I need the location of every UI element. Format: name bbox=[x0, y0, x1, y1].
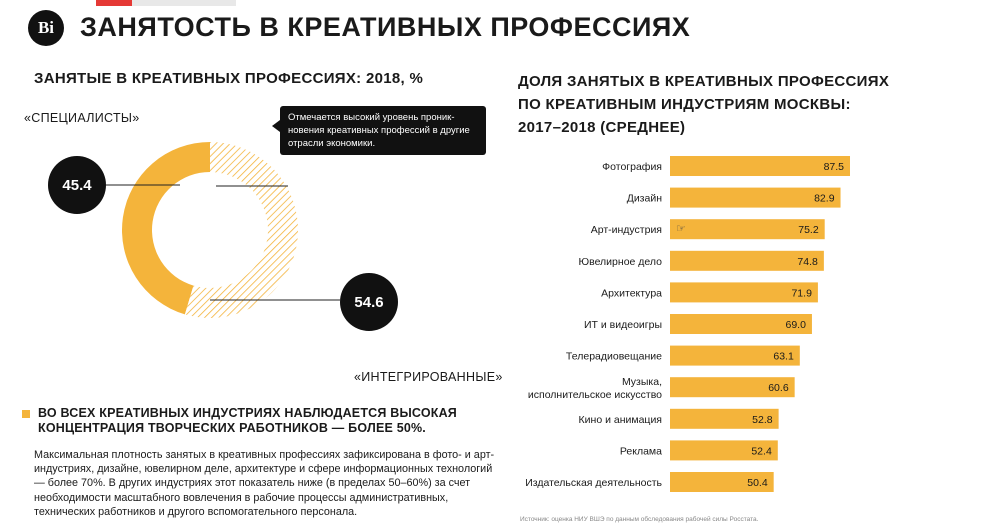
bar-category-label: Музыка, исполнительское искусство bbox=[528, 376, 662, 401]
body-paragraph: Максимальная плотность занятых в креатив… bbox=[34, 449, 495, 518]
tab-accent bbox=[96, 0, 132, 6]
bar-chart-title-line: 2017–2018 (СРЕДНЕЕ) bbox=[518, 119, 686, 136]
mouse-cursor-icon: ☞ bbox=[676, 223, 686, 235]
bar bbox=[670, 219, 825, 240]
bar bbox=[670, 314, 812, 334]
bar-value-label: 71.9 bbox=[791, 287, 812, 299]
bar bbox=[670, 282, 818, 303]
slice-value-integrated: 54.6 bbox=[340, 273, 398, 331]
bar-chart-title: ДОЛЯ ЗАНЯТЫХ В КРЕАТИВНЫХ ПРОФЕССИЯХ ПО … bbox=[518, 70, 889, 139]
bar-category-label: Издательская деятельность bbox=[525, 477, 662, 489]
bar-chart-title-line: ДОЛЯ ЗАНЯТЫХ В КРЕАТИВНЫХ ПРОФЕССИЯХ bbox=[518, 73, 890, 90]
bar bbox=[670, 250, 824, 271]
bar-value-label: 87.5 bbox=[824, 161, 845, 173]
bar-chart-title-line: ПО КРЕАТИВНЫМ ИНДУСТРИЯМ МОСКВЫ: bbox=[518, 96, 851, 113]
donut-chart-title: ЗАНЯТЫЕ В КРЕАТИВНЫХ ПРОФЕССИЯХ: 2018, % bbox=[34, 70, 424, 87]
bar-category-label: Реклама bbox=[620, 445, 662, 457]
bar-category-label: Ювелирное дело bbox=[579, 256, 663, 268]
bar-category-label: ИТ и видеоигры bbox=[584, 319, 662, 331]
bar-category-label: Арт-индустрия bbox=[591, 224, 662, 236]
bar-category-label: Дизайн bbox=[627, 193, 662, 205]
bar-category-label: Фотография bbox=[602, 161, 662, 173]
bar bbox=[670, 156, 850, 176]
highlight-text: ВО ВСЕХ КРЕАТИВНЫХ ИНДУСТРИЯХ НАБЛЮДАЕТС… bbox=[38, 406, 457, 435]
hse-logo: Ві bbox=[28, 10, 64, 46]
slice-label-integrated: «ИНТЕГРИРОВАННЫЕ» bbox=[354, 370, 503, 384]
bar bbox=[670, 440, 778, 461]
bar-value-label: 50.4 bbox=[747, 477, 768, 489]
bar-value-label: 82.9 bbox=[814, 193, 835, 205]
bar-category-label: Архитектура bbox=[601, 287, 662, 299]
slice-value-specialists: 45.4 bbox=[48, 156, 106, 214]
bar-value-label: 75.2 bbox=[798, 224, 819, 236]
source-note: Источник: оценка НИУ ВШЭ по данным обсле… bbox=[520, 516, 759, 523]
bar-value-label: 52.4 bbox=[751, 445, 772, 457]
bar bbox=[670, 472, 774, 492]
callout-note: Отмечается высокий уровень проник-новени… bbox=[272, 106, 486, 155]
bar-value-label: 52.8 bbox=[752, 414, 773, 426]
bar-value-label: 74.8 bbox=[797, 256, 818, 268]
bar-category-label: Телерадиовещание bbox=[566, 351, 662, 363]
bullet-square bbox=[22, 410, 30, 418]
bar-category-label: Кино и анимация bbox=[579, 414, 662, 426]
bar bbox=[670, 187, 841, 208]
bar-value-label: 60.6 bbox=[768, 382, 789, 394]
bar bbox=[670, 408, 779, 429]
bar bbox=[670, 377, 795, 398]
page-title: ЗАНЯТОСТЬ В КРЕАТИВНЫХ ПРОФЕССИЯХ bbox=[80, 12, 691, 42]
browser-tab-strip bbox=[96, 0, 236, 6]
bar-value-label: 69.0 bbox=[786, 319, 807, 331]
bar bbox=[670, 345, 800, 366]
logo-text: Ві bbox=[37, 18, 55, 37]
bar-value-label: 63.1 bbox=[773, 351, 794, 363]
slice-label-specialists: «СПЕЦИАЛИСТЫ» bbox=[24, 111, 140, 125]
